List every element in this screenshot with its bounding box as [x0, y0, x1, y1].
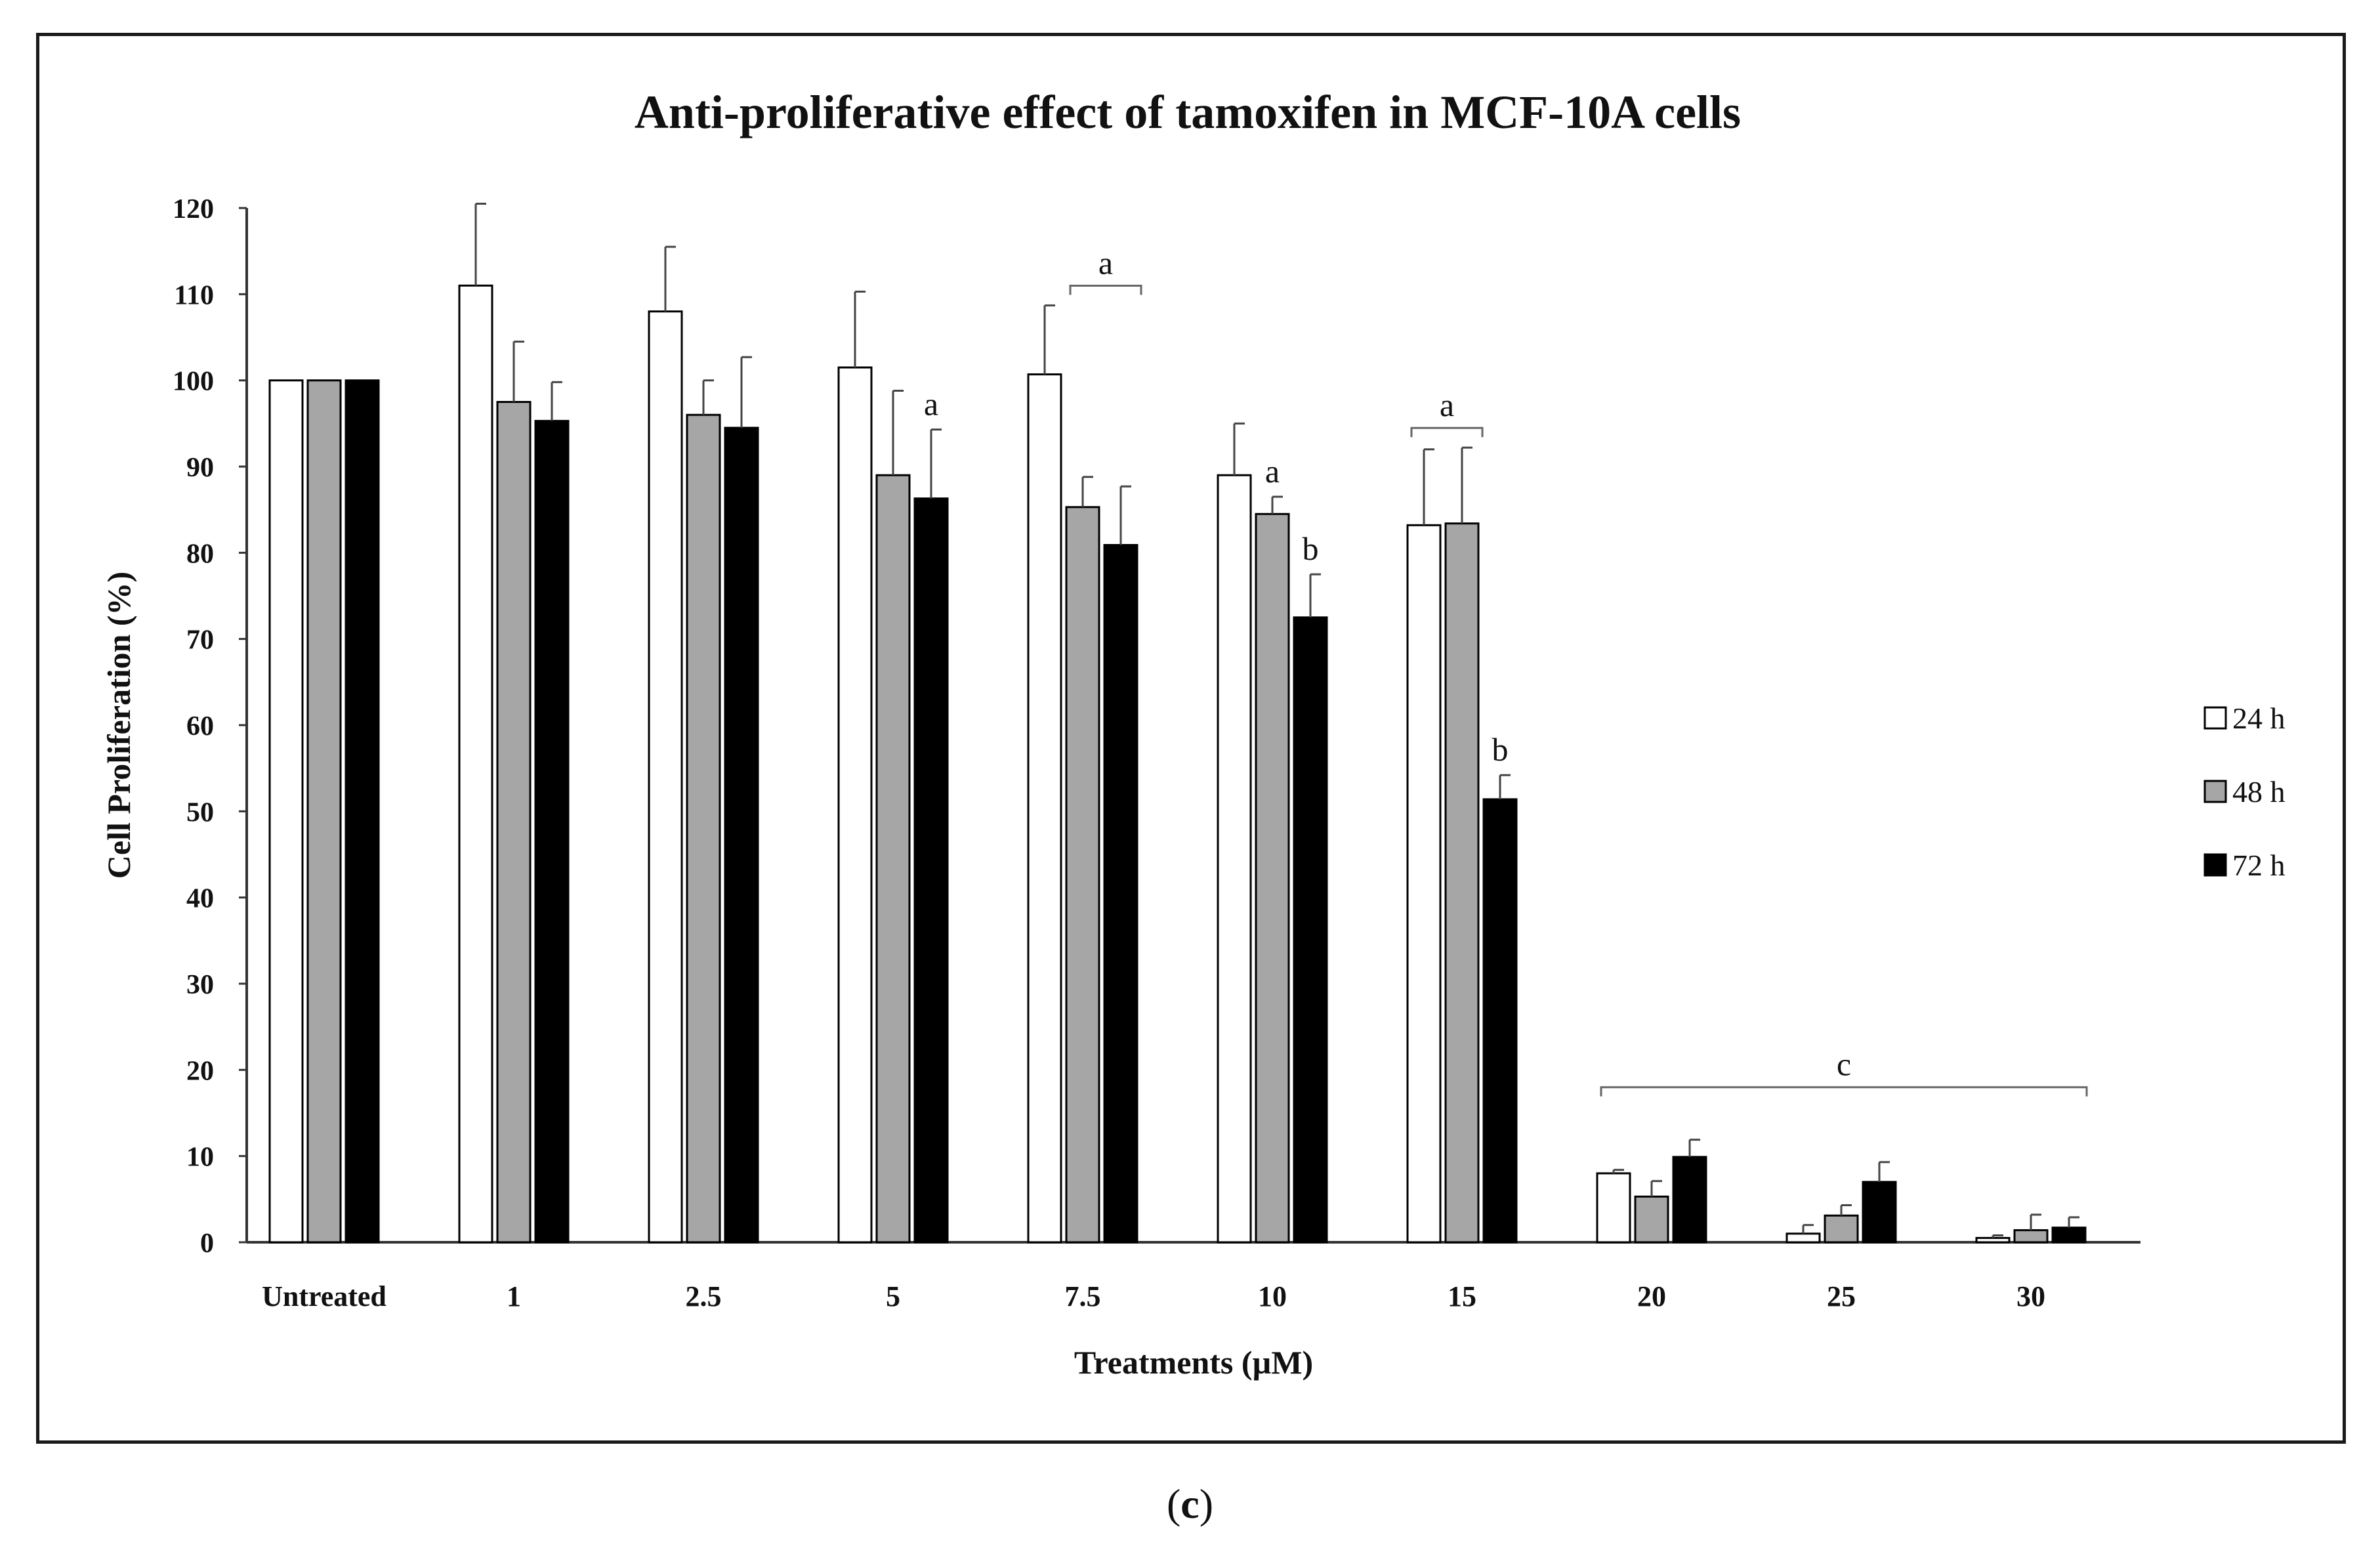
y-tick-label: 50	[186, 797, 214, 828]
x-tick-label: 10	[1258, 1280, 1287, 1312]
chart-title: Anti-proliferative effect of tamoxifen i…	[635, 86, 1741, 138]
legend-label: 24 h	[2232, 702, 2286, 735]
bar	[268, 379, 304, 1244]
significance-letter: b	[1492, 731, 1509, 768]
bar	[837, 366, 873, 1244]
significance-letter: b	[1303, 530, 1319, 567]
bar	[913, 497, 949, 1244]
bar	[344, 379, 380, 1244]
y-tick-label: 30	[186, 970, 214, 1000]
x-tick-label: 30	[2016, 1280, 2045, 1312]
bar	[496, 401, 532, 1244]
bar	[1027, 373, 1062, 1244]
bar	[1406, 524, 1442, 1244]
bar	[648, 310, 683, 1244]
bar	[306, 379, 342, 1244]
bar	[534, 419, 570, 1244]
significance-letter: a	[924, 386, 938, 423]
y-tick-label: 100	[173, 367, 214, 397]
bar	[2013, 1229, 2049, 1244]
y-tick-label: 20	[186, 1056, 214, 1086]
y-tick-label: 70	[186, 625, 214, 656]
significance-letter: a	[1098, 244, 1113, 281]
x-tick-label: 20	[1637, 1280, 1666, 1312]
y-tick-label: 110	[174, 280, 214, 310]
panel-label: (c)	[1166, 1480, 1214, 1527]
bar	[686, 413, 721, 1244]
bar	[1862, 1181, 1897, 1244]
chart-frame	[36, 33, 2346, 1444]
significance-bracket	[1410, 427, 1484, 438]
legend-label: 72 h	[2232, 849, 2286, 882]
x-tick-label: 5	[886, 1280, 900, 1312]
significance-bracket	[1069, 284, 1142, 295]
y-tick-label: 90	[186, 453, 214, 483]
legend-swatch	[2203, 853, 2227, 877]
bar	[1824, 1214, 1859, 1244]
bar	[1975, 1236, 2011, 1244]
y-tick-label: 0	[200, 1228, 214, 1259]
y-tick-label: 40	[186, 884, 214, 914]
bar	[1672, 1156, 1707, 1244]
x-tick-label: 7.5	[1065, 1280, 1101, 1312]
y-tick-label: 80	[186, 539, 214, 569]
bar	[458, 284, 493, 1244]
bar	[2051, 1227, 2087, 1244]
significance-bracket	[1600, 1086, 2088, 1097]
significance-letter: c	[1837, 1046, 1851, 1083]
bar	[1444, 522, 1480, 1244]
legend-label: 48 h	[2232, 775, 2286, 808]
bar	[1217, 474, 1252, 1244]
y-axis-label: Cell Proliferation (%)	[100, 572, 137, 879]
x-tick-label: 1	[507, 1280, 521, 1312]
x-axis-label: Treatments (µM)	[1074, 1344, 1313, 1381]
legend-swatch	[2203, 780, 2227, 803]
bar	[724, 427, 759, 1244]
legend-swatch	[2203, 706, 2227, 730]
y-tick-label: 10	[186, 1143, 214, 1173]
bar	[1255, 513, 1290, 1244]
bar	[1103, 544, 1138, 1244]
y-tick-label: 60	[186, 711, 214, 742]
x-tick-label: 25	[1827, 1280, 1856, 1312]
bar	[1482, 798, 1518, 1244]
x-tick-label: 2.5	[686, 1280, 722, 1312]
bar	[1785, 1232, 1821, 1244]
bar	[1596, 1172, 1631, 1244]
bar	[875, 474, 911, 1244]
bar	[1634, 1195, 1669, 1244]
bar	[1065, 506, 1100, 1244]
y-tick-label: 120	[173, 194, 214, 224]
significance-letter: a	[1265, 453, 1280, 490]
bar	[1293, 616, 1328, 1244]
significance-letter: a	[1440, 387, 1454, 423]
x-tick-label: 15	[1448, 1280, 1476, 1312]
x-tick-label: Untreated	[262, 1280, 386, 1312]
